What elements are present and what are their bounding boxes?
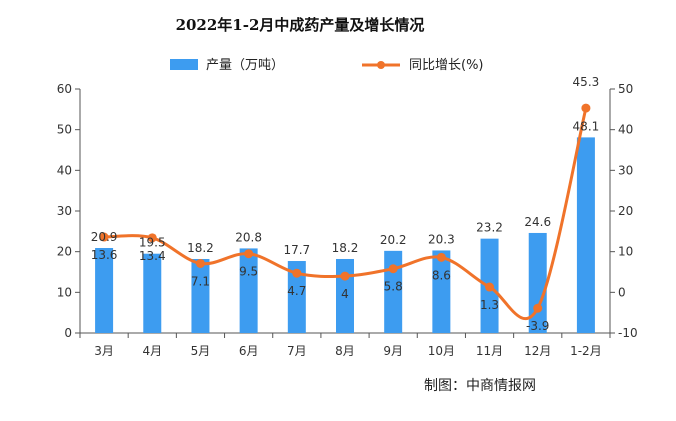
bar <box>239 248 258 333</box>
x-tick-label: 11月 <box>476 344 503 358</box>
y-right-tick-label: 20 <box>618 204 633 218</box>
y-right-tick-label: 0 <box>618 285 626 299</box>
bar-value-label: 23.2 <box>476 221 503 235</box>
y-left-tick-label: 30 <box>57 204 72 218</box>
x-tick-label: 1-2月 <box>570 344 602 358</box>
x-tick-label: 12月 <box>524 344 551 358</box>
legend-line-label: 同比增长(%) <box>409 58 484 73</box>
legend: 产量（万吨） 同比增长(%) <box>170 58 484 73</box>
bar-value-label: 18.2 <box>332 241 359 255</box>
growth-value-label: 8.6 <box>432 268 451 282</box>
bar <box>384 250 403 333</box>
growth-value-label: 4.7 <box>287 284 306 298</box>
bar <box>528 232 547 333</box>
y-left-tick-label: 50 <box>57 123 72 137</box>
bar-value-label: 24.6 <box>524 215 551 229</box>
chart-credit: 制图：中商情报网 <box>424 378 536 394</box>
bar-value-label: 19.5 <box>139 236 166 250</box>
growth-point <box>292 268 302 278</box>
x-tick-label: 8月 <box>335 344 355 358</box>
x-tick-label: 5月 <box>191 344 211 358</box>
bar-value-label: 20.3 <box>428 232 455 246</box>
growth-point <box>388 264 398 274</box>
y-left-tick-label: 20 <box>57 245 72 259</box>
x-tick-label: 7月 <box>287 344 307 358</box>
y-left-tick-label: 60 <box>57 82 72 96</box>
y-right-tick-label: 50 <box>618 82 633 96</box>
y-right-tick-label: -10 <box>618 326 638 340</box>
chart-title: 2022年1-2月中成药产量及增长情况 <box>176 16 425 34</box>
y-right-tick-label: 40 <box>618 123 633 137</box>
bar <box>95 248 114 333</box>
growth-value-label: 1.3 <box>480 298 499 312</box>
y-left-tick-label: 0 <box>64 326 72 340</box>
growth-value-label: -3.9 <box>526 319 549 333</box>
growth-value-label: 45.3 <box>573 75 600 89</box>
growth-point <box>244 249 254 259</box>
growth-line <box>99 103 591 320</box>
data-labels: 20.9 19.5 18.2 20.8 17.7 18.2 20.2 20.3 23.2 24.6… <box>91 75 600 333</box>
growth-point <box>147 233 157 243</box>
x-tick-label: 4月 <box>142 344 162 358</box>
bar-value-label: 20.8 <box>235 230 262 244</box>
bar-value-label: 20.9 <box>91 230 118 244</box>
growth-point <box>99 232 109 242</box>
x-tick-label: 3月 <box>94 344 114 358</box>
bar-value-label: 20.2 <box>380 233 407 247</box>
x-tick-label: 6月 <box>239 344 259 358</box>
legend-line-marker <box>377 61 385 69</box>
legend-bar-swatch <box>170 59 198 70</box>
bar-value-label: 48.1 <box>573 119 600 133</box>
growth-point <box>581 103 591 113</box>
growth-point <box>340 271 350 281</box>
bar <box>191 258 210 333</box>
growth-value-label: 5.8 <box>384 280 403 294</box>
growth-point <box>485 282 495 292</box>
bar <box>432 250 451 333</box>
bar-value-label: 18.2 <box>187 241 214 255</box>
growth-point <box>533 303 543 313</box>
x-tick-label: 10月 <box>428 344 455 358</box>
growth-point <box>195 258 205 268</box>
growth-value-label: 4 <box>341 287 349 301</box>
y-right-tick-label: 10 <box>618 245 633 259</box>
y-left-tick-label: 10 <box>57 285 72 299</box>
bars <box>95 137 595 333</box>
y-left-tick-label: 40 <box>57 163 72 177</box>
growth-value-label: 9.5 <box>239 265 258 279</box>
bar <box>143 253 162 333</box>
bar <box>576 137 595 333</box>
growth-value-label: 13.6 <box>91 248 118 262</box>
growth-value-label: 7.1 <box>191 274 210 288</box>
growth-value-label: 13.4 <box>139 249 166 263</box>
growth-point <box>436 252 446 262</box>
legend-bar-label: 产量（万吨） <box>206 58 284 73</box>
x-tick-label: 9月 <box>383 344 403 358</box>
bar <box>287 261 306 333</box>
y-right-tick-label: 30 <box>618 163 633 177</box>
axes: 0 10 20 30 40 50 60 -10 0 10 20 30 40 50 3月 4月 5月 6月 7月 8月 9… <box>57 82 638 358</box>
bar-value-label: 17.7 <box>283 243 310 257</box>
